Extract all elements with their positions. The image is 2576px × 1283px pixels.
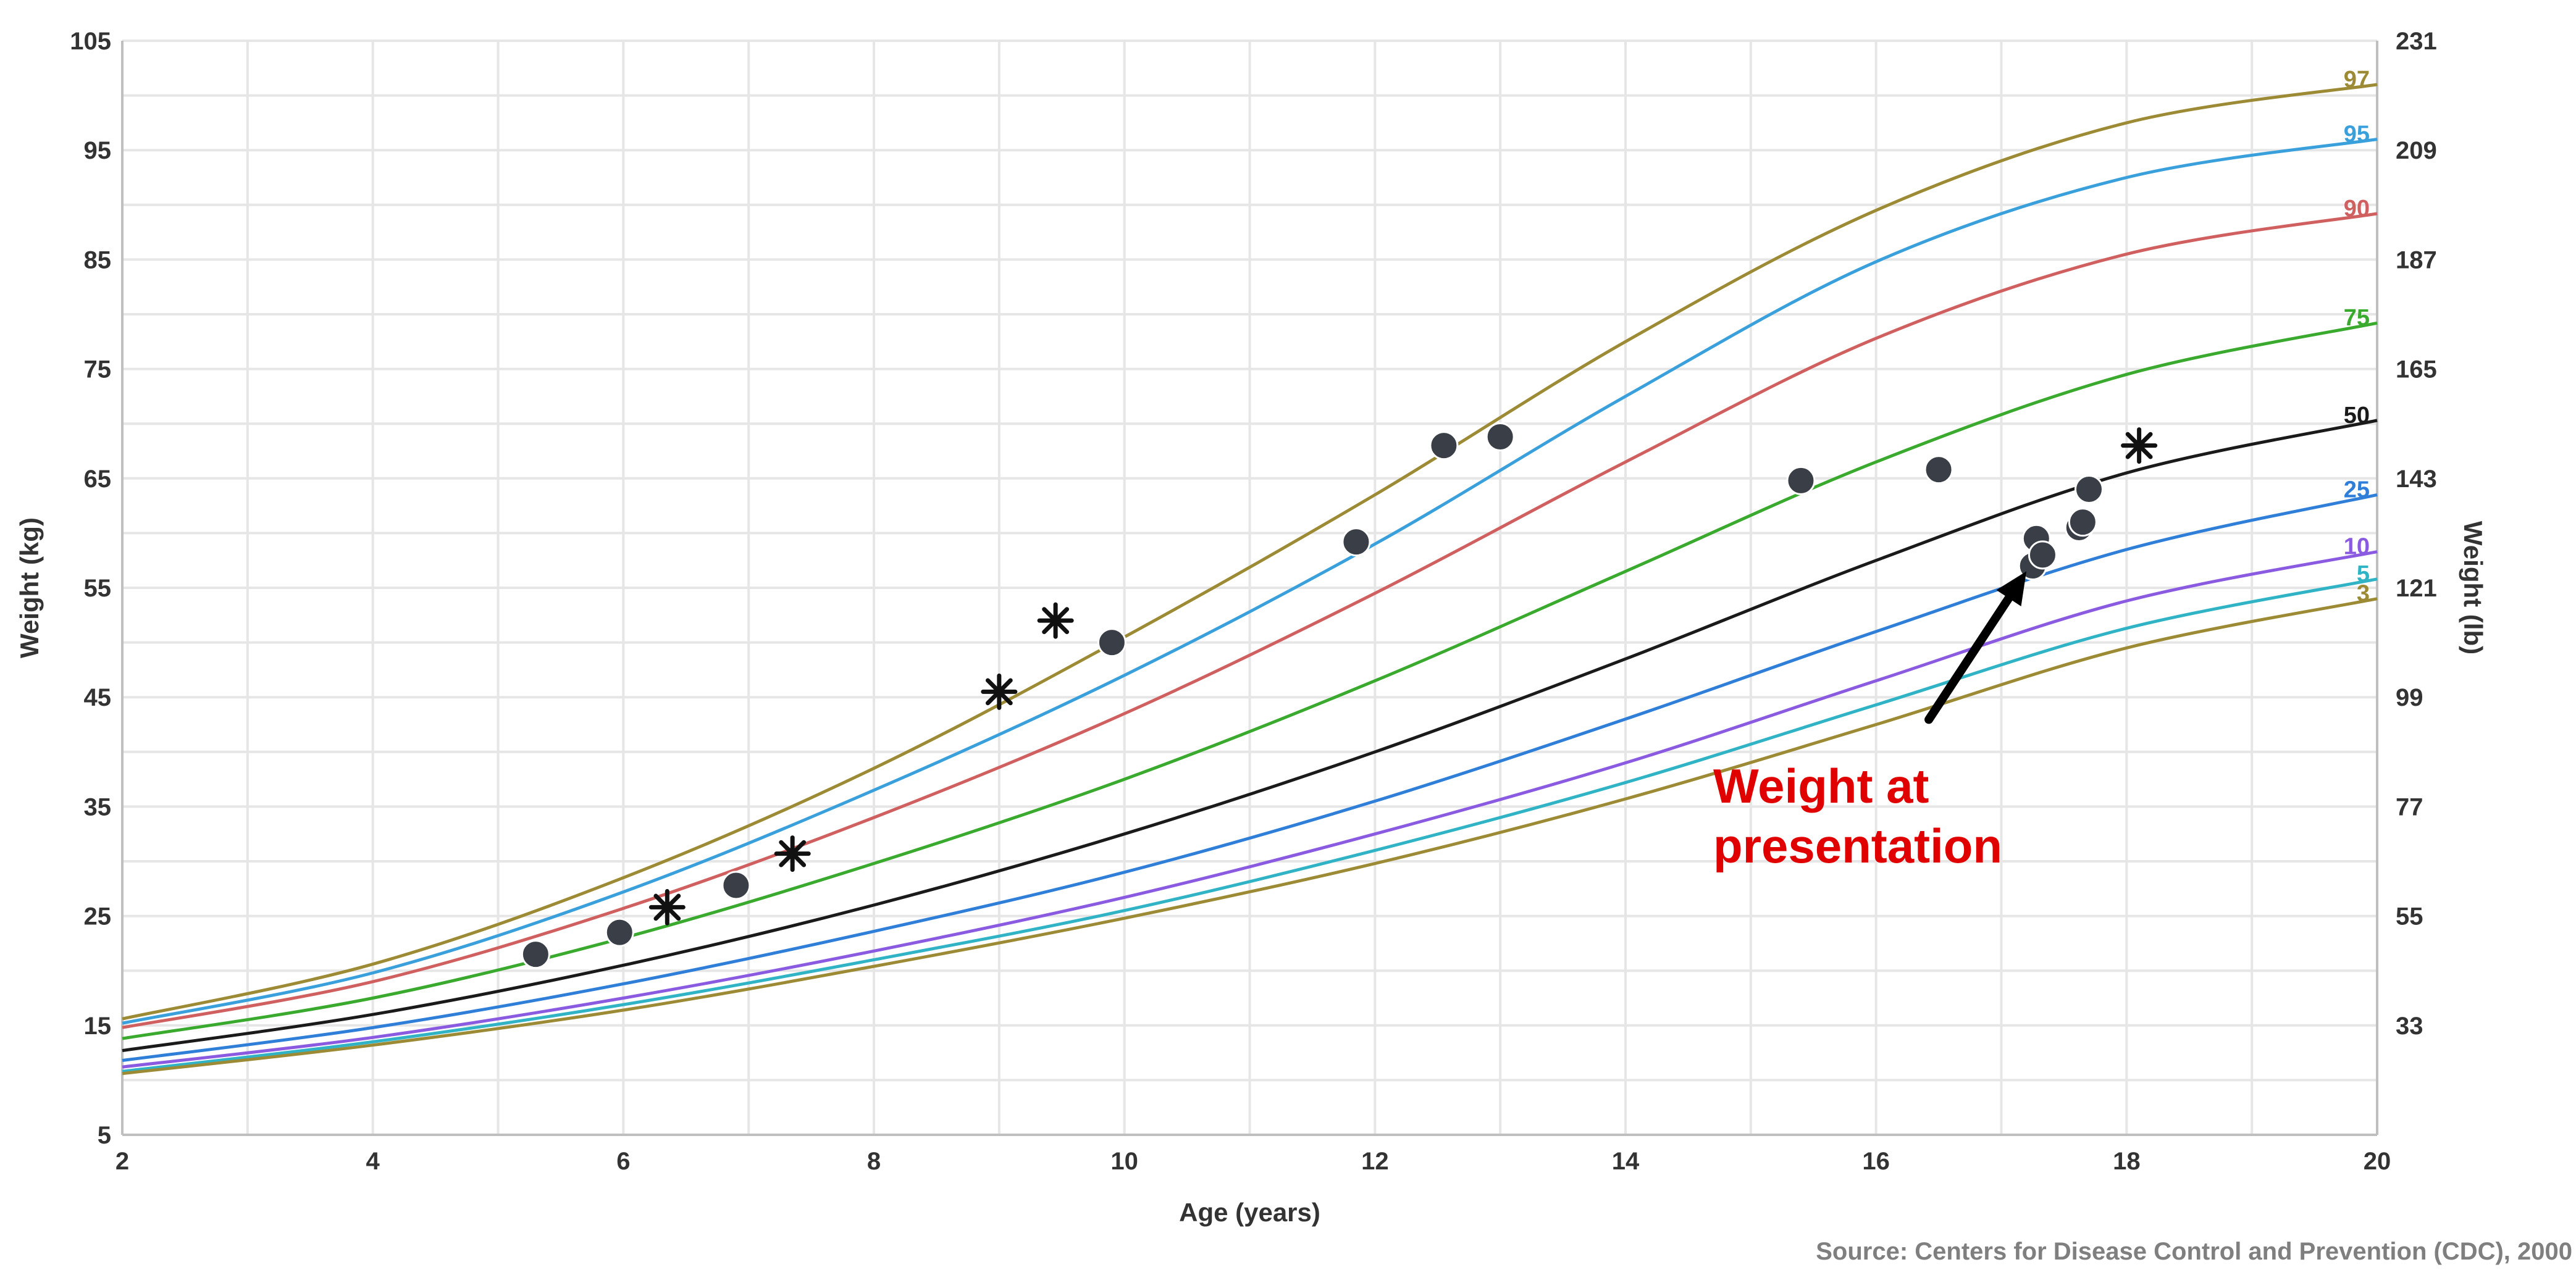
percentile-label-97: 97	[2344, 67, 2370, 93]
axes	[121, 41, 2378, 1136]
percentile-label-50: 50	[2344, 403, 2370, 428]
y-tick-label: 35	[84, 793, 112, 821]
measurement-circle	[1341, 527, 1371, 557]
source-note: Source: Centers for Disease Control and …	[1816, 1238, 2572, 1265]
percentile-curve-90	[122, 212, 2378, 1029]
y-tick-label: 45	[84, 684, 112, 711]
measurement-points	[521, 422, 2158, 969]
x-tick-label: 2	[115, 1148, 129, 1175]
percentile-curve-95	[122, 138, 2378, 1025]
x-tick-label: 12	[1361, 1148, 1389, 1175]
y2-tick-label: 187	[2396, 246, 2437, 274]
annotation-text-line2: presentation	[1713, 819, 2002, 873]
y2-tick-label: 209	[2396, 137, 2437, 164]
measurement-star	[1037, 602, 1074, 639]
annotation-arrow-head	[1996, 571, 2027, 607]
x-tick-label: 16	[1862, 1148, 1890, 1175]
percentile-curve-5	[122, 577, 2378, 1073]
y2-axis-title: Weight (lb)	[2459, 521, 2488, 654]
measurement-circle	[721, 871, 751, 900]
measurement-star	[648, 888, 686, 926]
measurement-circle	[2074, 475, 2104, 504]
measurement-star	[2121, 427, 2158, 464]
measurement-circle	[2028, 540, 2057, 570]
y2-tick-label: 231	[2396, 28, 2437, 55]
y2-tick-label: 77	[2396, 793, 2423, 821]
y2-tick-label: 143	[2396, 466, 2437, 493]
y-tick-label: 55	[84, 575, 112, 602]
tick-labels: 2 4 6 8 10 12 14 16 18 20515253545556575859510533…	[70, 28, 2437, 1175]
annotation-arrow-shaft	[1924, 593, 2013, 724]
grid-lines	[121, 40, 2378, 1136]
x-tick-label: 10	[1110, 1148, 1138, 1175]
percentile-label-75: 75	[2344, 305, 2370, 331]
percentile-curve-75	[122, 321, 2378, 1040]
y-tick-label: 75	[84, 356, 112, 383]
y-tick-label: 95	[84, 137, 112, 164]
y2-tick-label: 165	[2396, 356, 2437, 383]
y-tick-label: 105	[70, 28, 111, 55]
y-tick-label: 5	[98, 1122, 111, 1149]
measurement-circle	[1786, 466, 1816, 495]
y-tick-label: 85	[84, 246, 112, 274]
annotation-text-line1: Weight at	[1713, 759, 1929, 813]
y-axis-title: Weight (kg)	[15, 517, 44, 658]
measurement-circle	[1097, 628, 1126, 658]
x-tick-label: 4	[366, 1148, 380, 1175]
y2-tick-label: 121	[2396, 575, 2437, 602]
percentile-label-3: 3	[2357, 581, 2370, 607]
measurement-circle	[521, 940, 550, 969]
x-tick-label: 14	[1612, 1148, 1640, 1175]
percentile-curve-97	[122, 83, 2378, 1021]
y-tick-label: 15	[84, 1013, 112, 1040]
x-tick-label: 6	[616, 1148, 630, 1175]
measurement-circle	[605, 917, 634, 947]
x-tick-label: 8	[867, 1148, 881, 1175]
percentile-curve-3	[122, 597, 2378, 1076]
y2-tick-label: 33	[2396, 1013, 2423, 1040]
percentile-label-95: 95	[2344, 121, 2370, 147]
measurement-star	[774, 835, 811, 872]
measurement-circle	[1429, 431, 1459, 461]
x-tick-label: 20	[2364, 1148, 2391, 1175]
y2-tick-label: 99	[2396, 684, 2423, 711]
x-tick-label: 18	[2113, 1148, 2141, 1175]
measurement-circle	[1924, 455, 1953, 485]
measurement-star	[981, 673, 1018, 710]
x-axis-title: Age (years)	[1179, 1198, 1320, 1227]
percentile-label-10: 10	[2344, 534, 2370, 560]
measurement-circle	[2068, 508, 2097, 537]
percentile-label-90: 90	[2344, 196, 2370, 222]
y-tick-label: 25	[84, 903, 112, 930]
y2-tick-label: 55	[2396, 903, 2423, 930]
percentile-curve-50	[122, 419, 2378, 1053]
percentile-curve-10	[122, 550, 2378, 1069]
y-tick-label: 65	[84, 466, 112, 493]
measurement-circle	[1485, 422, 1515, 451]
percentile-label-25: 25	[2344, 477, 2370, 503]
annotation: Weight at presentation	[1713, 571, 2027, 873]
percentile-label-5: 5	[2357, 561, 2370, 587]
